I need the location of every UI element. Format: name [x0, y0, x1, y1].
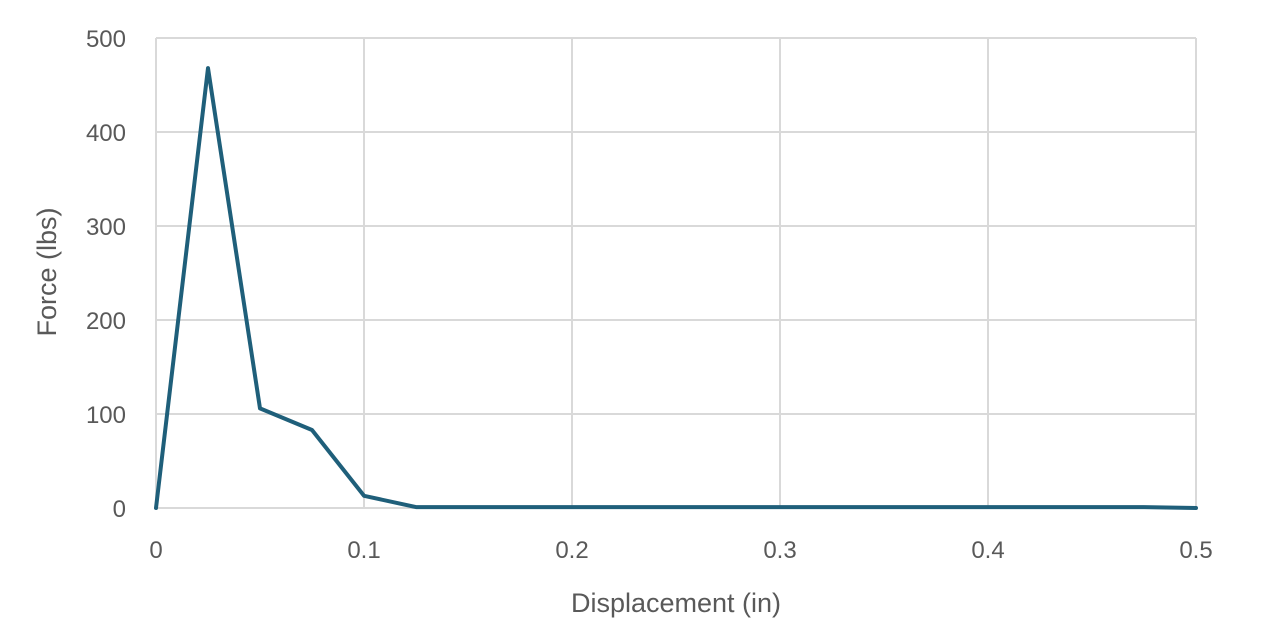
y-tick-label: 100	[86, 402, 126, 429]
series-layer	[154, 66, 1198, 510]
x-tick-label: 0.3	[763, 537, 796, 564]
grid-lines	[155, 37, 1197, 509]
x-axis-ticks: 0 0.1 0.2 0.3 0.4 0.5	[149, 537, 1212, 564]
y-tick-label: 200	[86, 308, 126, 335]
series-line-0	[154, 66, 1198, 510]
x-tick-label: 0.4	[971, 537, 1004, 564]
x-tick-label: 0.1	[347, 537, 380, 564]
y-tick-label: 500	[86, 26, 126, 53]
x-tick-label: 0	[149, 537, 162, 564]
x-tick-label: 0.2	[555, 537, 588, 564]
y-tick-label: 300	[86, 214, 126, 241]
y-axis-title: Force (lbs)	[32, 207, 62, 336]
y-tick-label: 0	[113, 496, 126, 523]
y-tick-label: 400	[86, 120, 126, 147]
x-axis-title: Displacement (in)	[571, 588, 781, 618]
x-tick-label: 0.5	[1179, 537, 1212, 564]
y-axis-ticks: 0 100 200 300 400 500	[86, 26, 126, 523]
